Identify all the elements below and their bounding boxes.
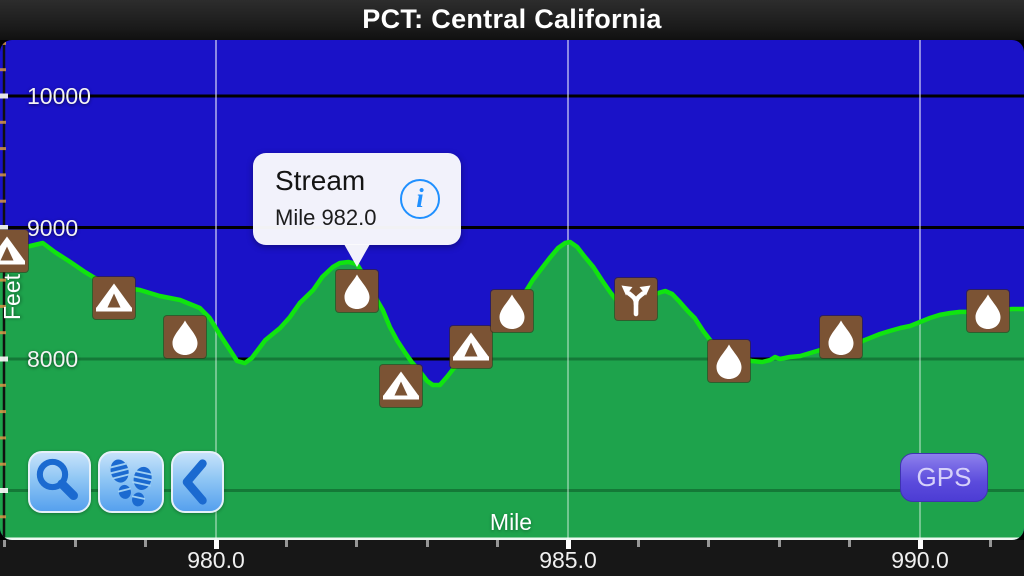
callout[interactable]: Stream Mile 982.0 i [253, 153, 461, 267]
x-minor-tick [496, 540, 500, 547]
waypoint-icon-tent[interactable] [92, 277, 135, 319]
waypoint-icon-junction[interactable] [615, 278, 658, 320]
callout-tail [344, 244, 370, 267]
water-drop-icon [172, 320, 198, 355]
x-minor-tick [848, 540, 852, 547]
y-tick-label: 9000 [27, 214, 79, 241]
elevation-chart[interactable] [0, 40, 1024, 540]
waypoint-icon-water[interactable] [966, 290, 1009, 332]
footprints-button[interactable] [98, 451, 164, 513]
x-minor-tick [144, 540, 148, 547]
gps-button[interactable]: GPS [900, 453, 988, 502]
trail-junction-icon [621, 285, 651, 317]
y-tick-label: 10000 [27, 83, 91, 109]
x-minor-tick [355, 540, 359, 547]
tent-icon [383, 371, 420, 400]
page-title: PCT: Central California [362, 4, 662, 34]
title-bar: PCT: Central California [0, 0, 1024, 40]
waypoint-icon-water[interactable] [820, 316, 863, 358]
tent-icon [0, 236, 25, 265]
x-axis-bar: 980.0 985.0 990.0 [0, 540, 1024, 576]
x-minor-tick [425, 540, 429, 547]
chevron-left-icon [182, 459, 207, 505]
info-icon[interactable]: i [400, 179, 440, 219]
tent-icon [95, 283, 132, 312]
x-minor-tick [988, 540, 992, 547]
x-axis-label: Mile [489, 509, 533, 535]
x-minor-tick [284, 540, 288, 547]
x-major-tick [917, 540, 923, 549]
water-drop-icon [975, 294, 1001, 329]
tent-icon [452, 332, 489, 361]
x-tick-label: 990.0 [891, 547, 949, 573]
x-minor-tick [636, 540, 640, 547]
x-minor-tick [707, 540, 711, 547]
x-tick-label: 985.0 [539, 547, 597, 573]
waypoint-icon-tent[interactable] [449, 326, 492, 368]
search-icon [36, 458, 78, 501]
waypoint-icon-water[interactable] [490, 290, 533, 332]
x-minor-tick [3, 540, 7, 547]
back-button[interactable] [171, 451, 224, 513]
footprints-icon [108, 459, 154, 507]
waypoint-icon-tent[interactable] [0, 230, 28, 272]
y-tick-label: 8000 [27, 346, 79, 372]
waypoint-icon-tent[interactable] [380, 365, 423, 407]
waypoint-icon-water[interactable] [164, 316, 207, 358]
water-drop-icon [828, 320, 854, 355]
water-drop-icon [499, 294, 525, 329]
water-drop-icon [716, 344, 741, 379]
x-major-tick [213, 540, 219, 549]
x-minor-tick [73, 540, 77, 547]
x-tick-label: 980.0 [187, 547, 245, 573]
waypoint-icon-water[interactable] [707, 340, 750, 382]
x-minor-tick [777, 540, 781, 547]
waypoint-icon-water[interactable] [335, 270, 378, 312]
zoom-search-button[interactable] [28, 451, 91, 513]
callout-subtitle: Mile 982.0 [275, 205, 377, 230]
water-drop-icon [344, 274, 370, 309]
x-major-tick [565, 540, 571, 549]
callout-title: Stream [275, 165, 366, 196]
